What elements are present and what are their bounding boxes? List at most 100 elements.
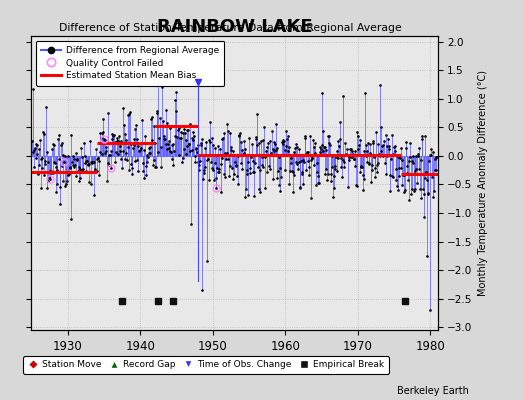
- Point: [282, 143, 291, 150]
- Point: [265, 163, 273, 170]
- Point: [133, 136, 141, 142]
- Point: [310, 144, 318, 150]
- Point: [190, 133, 198, 139]
- Point: [252, 134, 260, 140]
- Point: [343, 146, 351, 152]
- Point: [37, 184, 45, 191]
- Point: [292, 144, 301, 150]
- Point: [155, 115, 163, 122]
- Point: [225, 162, 234, 169]
- Point: [261, 184, 269, 191]
- Point: [363, 158, 372, 165]
- Point: [105, 162, 113, 168]
- Point: [121, 131, 129, 137]
- Point: [81, 153, 90, 159]
- Point: [135, 146, 144, 153]
- Point: [196, 158, 204, 164]
- Point: [79, 166, 88, 172]
- Point: [275, 182, 283, 188]
- Point: [86, 137, 94, 144]
- Point: [78, 167, 86, 173]
- Text: Difference of Station Temperature Data from Regional Average: Difference of Station Temperature Data f…: [59, 23, 402, 33]
- Point: [288, 169, 297, 176]
- Point: [128, 165, 137, 172]
- Point: [338, 174, 346, 180]
- Point: [280, 138, 288, 144]
- Point: [366, 150, 375, 156]
- Point: [285, 144, 293, 150]
- Point: [273, 175, 281, 181]
- Point: [173, 123, 182, 130]
- Point: [102, 147, 111, 154]
- Point: [272, 145, 281, 151]
- Point: [334, 138, 343, 145]
- Point: [339, 93, 347, 99]
- Point: [197, 142, 205, 148]
- Point: [244, 159, 253, 166]
- Point: [40, 171, 48, 178]
- Point: [354, 132, 363, 139]
- Point: [56, 184, 64, 191]
- Point: [94, 155, 102, 162]
- Point: [350, 156, 358, 163]
- Point: [379, 138, 388, 144]
- Point: [123, 144, 132, 150]
- Point: [39, 129, 47, 135]
- Point: [42, 104, 50, 110]
- Point: [283, 136, 291, 142]
- Point: [347, 146, 355, 153]
- Point: [331, 166, 339, 172]
- Point: [316, 146, 325, 152]
- Point: [304, 158, 312, 164]
- Point: [275, 154, 283, 160]
- Point: [329, 194, 337, 200]
- Point: [410, 186, 419, 193]
- Point: [364, 140, 372, 146]
- Point: [63, 172, 72, 178]
- Point: [101, 150, 110, 156]
- Point: [149, 162, 157, 168]
- Point: [145, 145, 153, 151]
- Point: [427, 145, 435, 152]
- Point: [83, 158, 91, 164]
- Point: [362, 142, 370, 148]
- Point: [234, 153, 242, 160]
- Point: [267, 151, 276, 158]
- Point: [204, 156, 212, 162]
- Point: [379, 153, 387, 159]
- Point: [298, 169, 307, 176]
- Point: [371, 174, 379, 180]
- Point: [321, 144, 329, 150]
- Point: [423, 177, 431, 184]
- Point: [126, 140, 135, 147]
- Point: [71, 162, 79, 168]
- Point: [110, 140, 118, 146]
- Point: [239, 152, 247, 158]
- Point: [141, 163, 150, 170]
- Point: [90, 158, 99, 165]
- Point: [387, 155, 395, 162]
- Point: [35, 162, 43, 168]
- Point: [289, 189, 297, 196]
- Point: [137, 140, 145, 146]
- Point: [260, 124, 268, 130]
- Point: [347, 154, 356, 160]
- Point: [130, 136, 138, 142]
- Point: [433, 154, 441, 160]
- Point: [355, 142, 363, 148]
- Point: [129, 142, 138, 148]
- Point: [373, 162, 381, 168]
- Point: [339, 157, 347, 163]
- Point: [280, 167, 289, 174]
- Title: RAINBOW LAKE: RAINBOW LAKE: [157, 18, 312, 36]
- Point: [184, 141, 193, 148]
- Point: [243, 166, 251, 173]
- Point: [424, 190, 432, 196]
- Point: [267, 149, 275, 156]
- Point: [231, 159, 239, 165]
- Point: [116, 142, 125, 149]
- Point: [51, 160, 59, 166]
- Point: [157, 164, 166, 170]
- Point: [302, 166, 311, 173]
- Point: [181, 130, 189, 136]
